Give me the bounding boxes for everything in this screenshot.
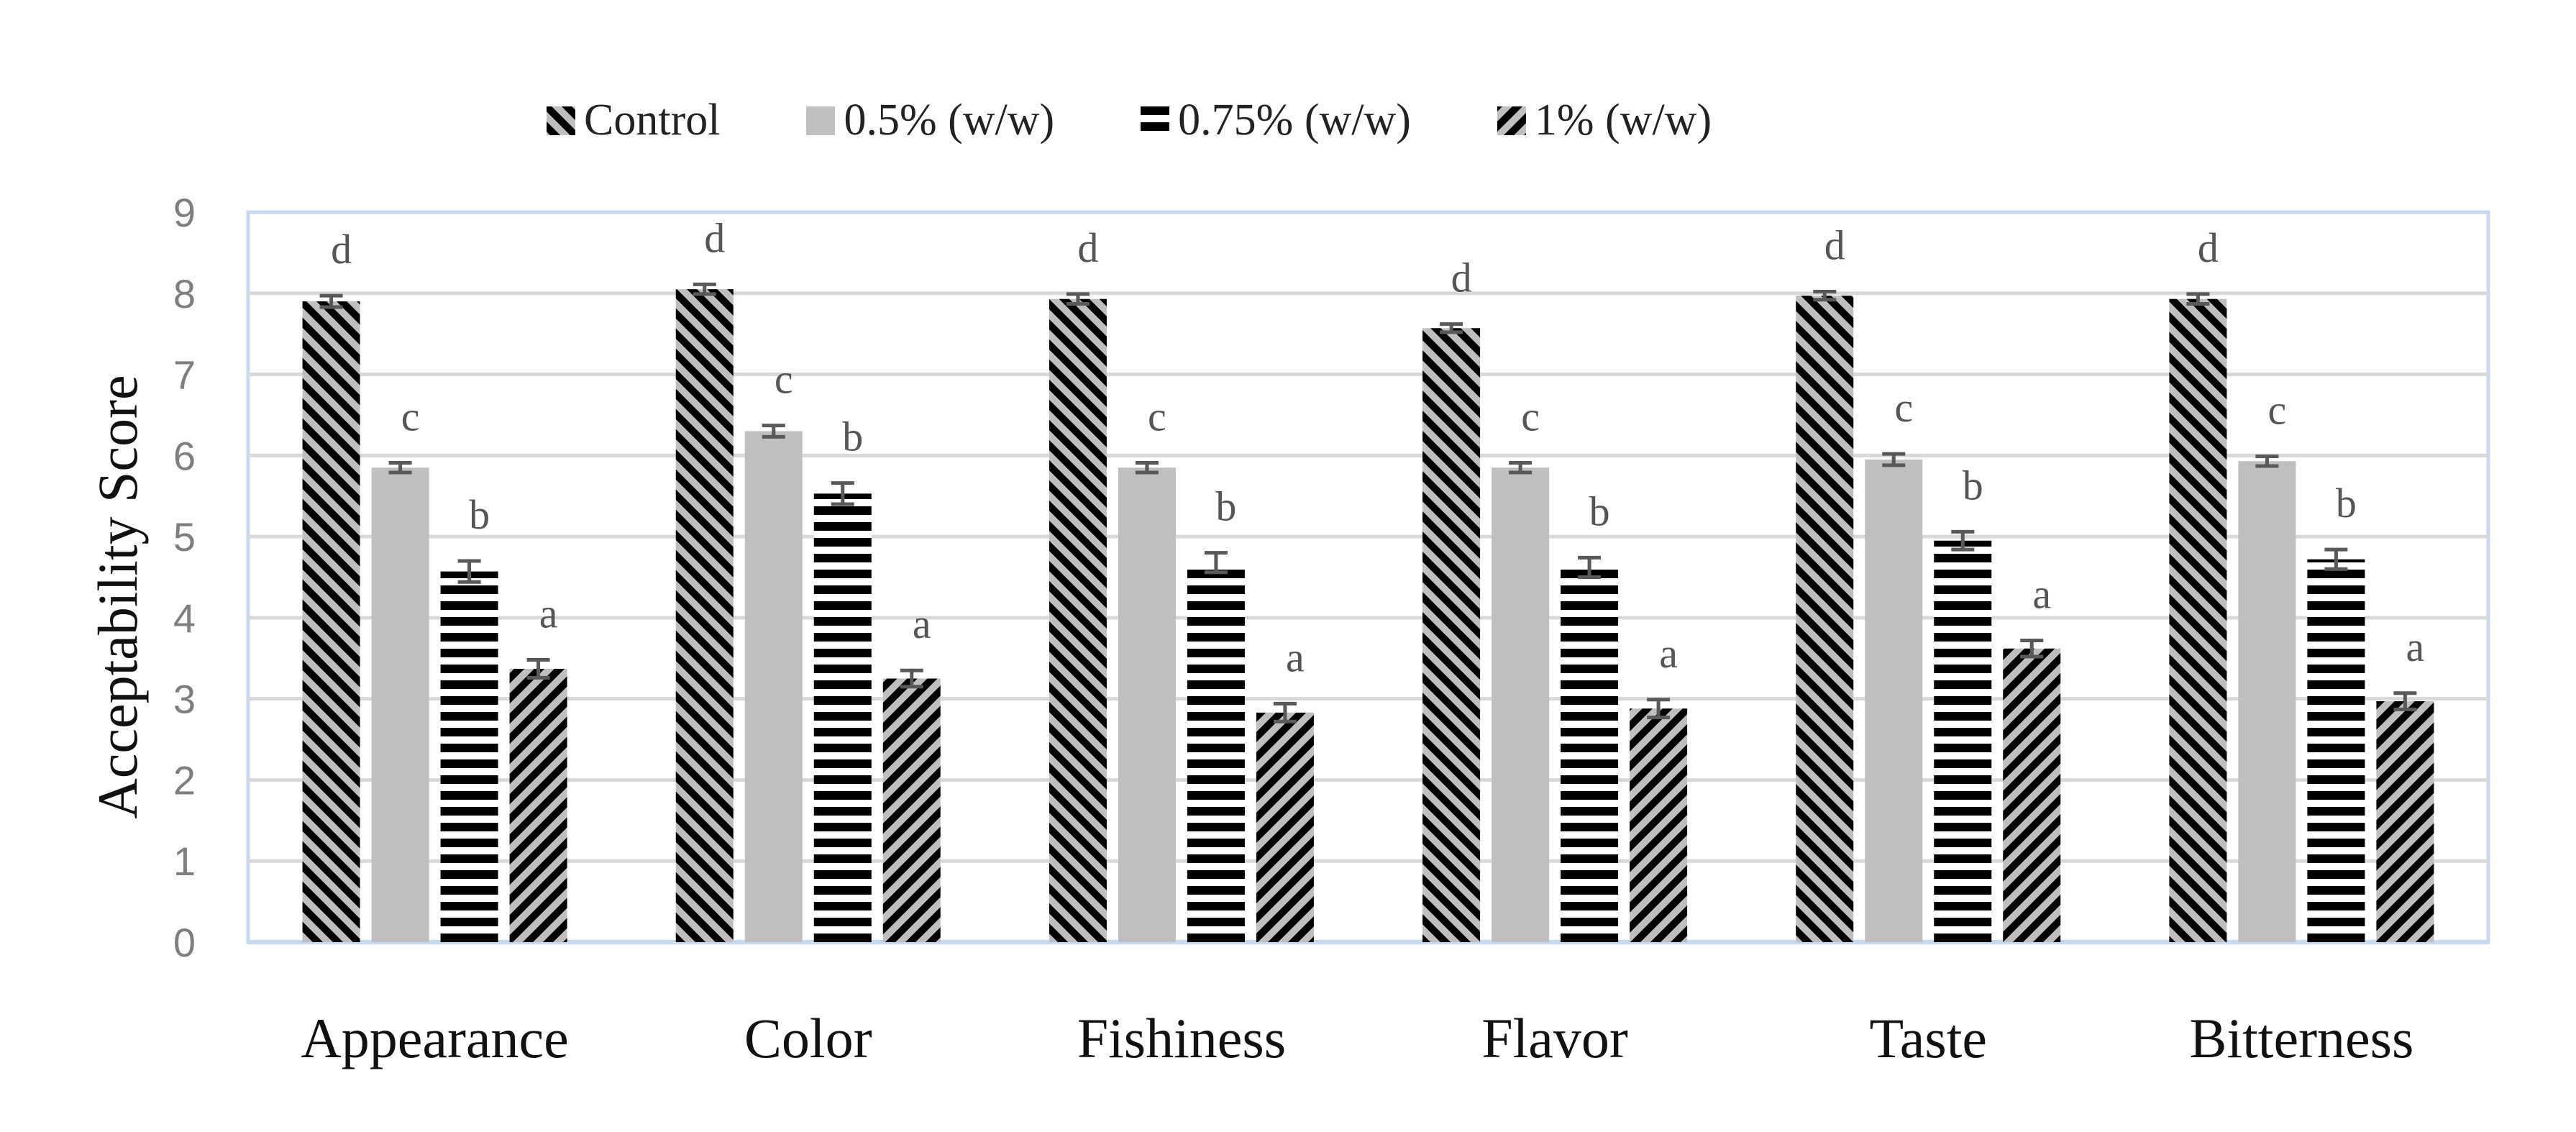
legend-label-control: Control [584, 96, 721, 145]
category-label-appearance: Appearance [301, 1007, 568, 1069]
bar-1-w-w--flavor [1630, 708, 1688, 942]
significance-letter: c [1521, 393, 1540, 439]
significance-letter: b [842, 414, 863, 460]
bar-0-5-w-w--taste [1865, 459, 1923, 942]
y-axis-title: Acceptability Score [86, 375, 149, 818]
category-label-fishiness: Fishiness [1077, 1007, 1286, 1069]
bar-1-w-w--bitterness [2376, 701, 2434, 942]
bar-0-5-w-w--color [744, 431, 803, 942]
significance-letter: d [1077, 224, 1098, 271]
significance-letter: c [2268, 386, 2287, 433]
legend-label-1: 1% (w/w) [1534, 96, 1712, 145]
y-tick-label: 9 [173, 190, 196, 235]
y-tick-label: 2 [173, 757, 196, 803]
bar-1-w-w--taste [2003, 648, 2061, 942]
bar-1-w-w--appearance [509, 668, 567, 942]
legend-item-1: 1% (w/w) [1497, 95, 1712, 146]
y-tick-label: 6 [173, 433, 196, 478]
bar-0-75-w-w--bitterness [2307, 559, 2365, 942]
plot-area [246, 210, 2490, 944]
category-label-taste: Taste [1870, 1007, 1987, 1069]
significance-letter: d [331, 226, 352, 273]
significance-letter: d [704, 214, 725, 261]
category-label-color: Color [744, 1007, 872, 1069]
bar-0-75-w-w--taste [1934, 540, 1992, 942]
significance-letter: b [1215, 483, 1236, 530]
bar-1-w-w--color [882, 678, 941, 942]
bar-control-flavor [1422, 328, 1481, 942]
bar-0-75-w-w--color [813, 493, 872, 942]
significance-letter: a [1286, 634, 1305, 680]
bar-control-color [675, 289, 734, 942]
bar-0-5-w-w--flavor [1492, 467, 1550, 942]
significance-letter: c [401, 393, 420, 439]
stripes-swatch-icon [1141, 106, 1170, 135]
bar-1-w-w--fishiness [1256, 712, 1314, 942]
significance-letter: c [1894, 384, 1913, 431]
y-tick-label: 3 [173, 677, 196, 722]
y-tick-label: 5 [173, 514, 196, 560]
y-tick-label: 0 [173, 920, 196, 965]
bar-0-75-w-w--fishiness [1187, 562, 1245, 942]
significance-letter: a [539, 590, 558, 637]
category-label-flavor: Flavor [1481, 1007, 1628, 1069]
significance-letter: d [1824, 222, 1845, 269]
significance-letter: c [775, 356, 793, 403]
bar-0-5-w-w--fishiness [1118, 467, 1176, 942]
y-tick-label: 4 [173, 595, 196, 641]
legend-label-05: 0.5% (w/w) [844, 96, 1055, 145]
bar-control-bitterness [2169, 298, 2227, 942]
legend: Control 0.5% (w/w) 0.75% (w/w) 1% (w/w) [547, 95, 1798, 146]
significance-letter: a [2032, 570, 2051, 617]
bar-0-75-w-w--appearance [440, 571, 498, 942]
significance-letter: b [1963, 462, 1983, 508]
bar-0-75-w-w--flavor [1561, 567, 1619, 942]
solid-gray-swatch-icon [806, 106, 836, 135]
bar-control-taste [1796, 296, 1854, 942]
bar-0-5-w-w--appearance [371, 467, 429, 942]
legend-label-075: 0.75% (w/w) [1178, 96, 1411, 145]
significance-letter: d [1451, 255, 1472, 301]
significance-letter: b [469, 491, 490, 538]
significance-letter: a [1659, 630, 1678, 677]
legend-item-control: Control [547, 95, 720, 146]
category-label-bitterness: Bitterness [2189, 1007, 2413, 1069]
legend-item-075: 0.75% (w/w) [1141, 95, 1411, 146]
significance-letter: c [1148, 393, 1166, 439]
significance-letter: d [2198, 224, 2219, 271]
control-swatch-icon [547, 106, 575, 135]
y-tick-label: 1 [173, 839, 196, 884]
y-tick-label: 8 [173, 271, 196, 316]
diag-up-swatch-icon [1497, 106, 1526, 135]
significance-letter: a [913, 601, 931, 647]
significance-letter: b [1589, 488, 1610, 534]
legend-item-05: 0.5% (w/w) [806, 95, 1054, 146]
significance-letter: b [2336, 480, 2357, 526]
bar-0-5-w-w--bitterness [2238, 461, 2296, 942]
bar-control-fishiness [1049, 298, 1107, 942]
significance-letter: a [2406, 624, 2425, 670]
bar-control-appearance [302, 301, 360, 942]
y-tick-label: 7 [173, 352, 196, 398]
